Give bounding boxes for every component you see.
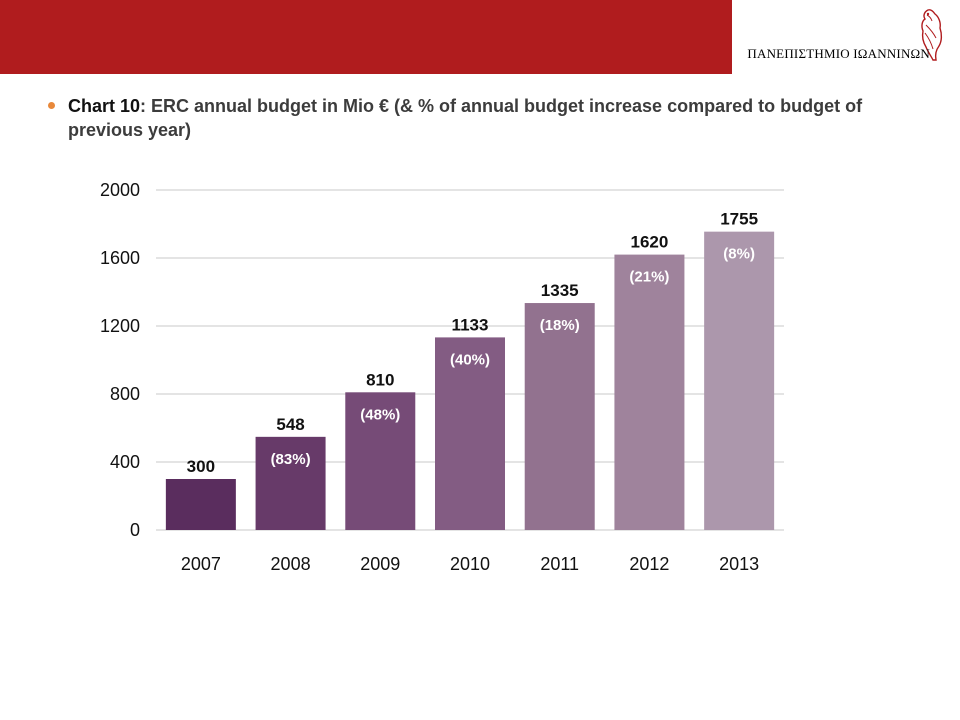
y-tick-label: 800 xyxy=(110,384,140,404)
x-tick-label: 2013 xyxy=(719,554,759,574)
bar-percent-label: (18%) xyxy=(540,317,580,334)
university-name: ΠΑΝΕΠΙΣΤΗΜΙΟ ΙΩΑΝΝΙΝΩΝ xyxy=(747,46,930,61)
x-tick-label: 2010 xyxy=(450,554,490,574)
bar-percent-label: (21%) xyxy=(629,269,669,286)
chart-title-lead: Chart 10 xyxy=(68,96,141,116)
bar xyxy=(165,479,236,530)
bar-value-label: 1335 xyxy=(541,281,579,300)
bar-percent-label: (8%) xyxy=(723,246,755,263)
bar xyxy=(524,303,595,530)
x-tick-label: 2008 xyxy=(271,554,311,574)
x-tick-label: 2012 xyxy=(629,554,669,574)
bar xyxy=(614,254,685,530)
x-tick-label: 2009 xyxy=(360,554,400,574)
bar-value-label: 300 xyxy=(187,457,215,476)
bullet-icon xyxy=(48,102,55,109)
bar-value-label: 1755 xyxy=(720,210,758,229)
bar-percent-label: (83%) xyxy=(271,451,311,468)
bar-percent-label: (40%) xyxy=(450,351,490,368)
logo-area: ΠΑΝΕΠΙΣΤΗΜΙΟ ΙΩΑΝΝΙΝΩΝ xyxy=(732,0,960,74)
chart-title: Chart 10: ERC annual budget in Mio € (& … xyxy=(48,94,902,142)
y-tick-label: 1600 xyxy=(100,248,140,268)
y-tick-label: 1200 xyxy=(100,316,140,336)
x-tick-label: 2011 xyxy=(540,554,579,574)
header-band: ΠΑΝΕΠΙΣΤΗΜΙΟ ΙΩΑΝΝΙΝΩΝ xyxy=(0,0,960,74)
x-tick-label: 2007 xyxy=(181,554,221,574)
bar-value-label: 548 xyxy=(276,415,304,434)
y-tick-label: 2000 xyxy=(100,180,140,200)
bar-value-label: 1620 xyxy=(631,233,669,252)
bar xyxy=(255,436,326,530)
y-tick-label: 400 xyxy=(110,452,140,472)
bar xyxy=(345,392,416,530)
bar xyxy=(435,337,505,530)
y-tick-label: 0 xyxy=(130,520,140,540)
chart-title-rest: : ERC annual budget in Mio € (& % of ann… xyxy=(68,96,863,140)
bar xyxy=(704,231,775,530)
bar-value-label: 810 xyxy=(366,370,394,389)
bar-percent-label: (48%) xyxy=(360,406,400,423)
owl-icon xyxy=(921,9,943,61)
bar-value-label: 1133 xyxy=(452,315,489,334)
